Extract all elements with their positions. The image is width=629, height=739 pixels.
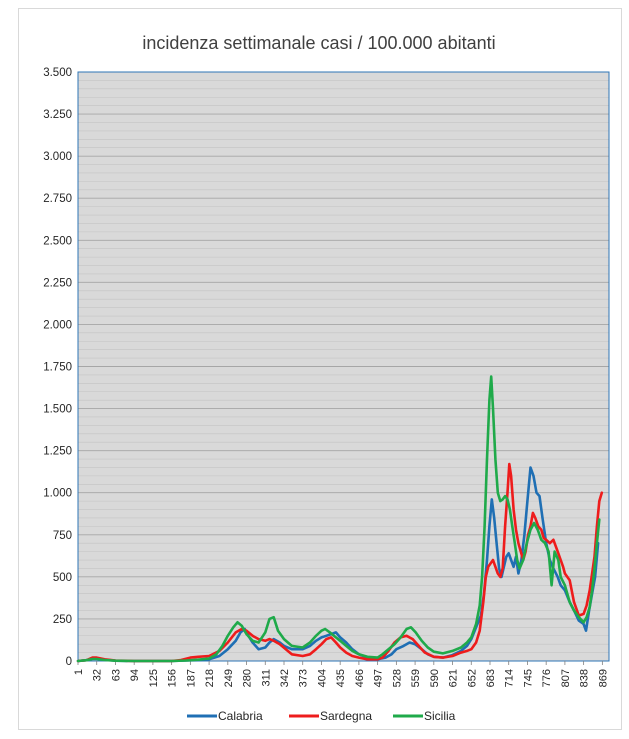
series-line-sicilia — [76, 375, 601, 663]
x-tick-label: 249 — [223, 669, 235, 687]
x-tick-label: 156 — [167, 669, 179, 687]
x-tick-label: 714 — [504, 669, 516, 687]
x-tick-label: 652 — [466, 669, 478, 687]
x-tick-label: 280 — [242, 669, 254, 687]
plot-border — [77, 71, 610, 662]
x-tick-label: 342 — [279, 669, 291, 687]
x-tick-label: 1 — [73, 669, 85, 675]
x-tick-label: 404 — [316, 669, 328, 687]
y-tick-label: 1.750 — [43, 362, 72, 374]
y-tick-label: 3.500 — [43, 67, 72, 79]
y-tick-label: 1.250 — [43, 446, 72, 458]
x-tick-label: 807 — [560, 669, 572, 687]
x-tick-label: 311 — [260, 669, 272, 687]
x-tick-label: 528 — [391, 669, 403, 687]
y-tick-label: 3.250 — [43, 109, 72, 121]
x-tick-label: 435 — [335, 669, 347, 687]
y-tick-label: 2.500 — [43, 235, 72, 247]
y-tick-label: 0 — [66, 656, 72, 668]
x-tick-label: 125 — [148, 669, 160, 687]
x-tick-label: 559 — [410, 669, 422, 687]
x-tick-label: 621 — [448, 669, 460, 687]
y-tick-label: 1.500 — [43, 404, 72, 416]
x-tick-label: 373 — [298, 669, 310, 687]
x-tick-label: 94 — [129, 669, 141, 681]
x-tick-label: 63 — [110, 669, 122, 681]
y-tick-label: 2.250 — [43, 277, 72, 289]
x-tick-label: 466 — [354, 669, 366, 687]
x-tick-label: 838 — [579, 669, 591, 687]
y-tick-label: 500 — [53, 572, 72, 584]
line-chart: incidenza settimanale casi / 100.000 abi… — [43, 33, 610, 723]
chart-title: incidenza settimanale casi / 100.000 abi… — [142, 33, 495, 53]
legend-label-sardegna: Sardegna — [320, 709, 372, 723]
y-tick-label: 250 — [53, 614, 72, 626]
x-tick-label: 683 — [485, 669, 497, 687]
x-tick-label: 869 — [597, 669, 609, 687]
x-tick-label: 590 — [429, 669, 441, 687]
legend: Calabria Sardegna Sicilia — [187, 709, 456, 723]
x-tick-label: 218 — [204, 669, 216, 687]
x-tick-label: 32 — [92, 669, 104, 681]
y-tick-label: 3.000 — [43, 151, 72, 163]
y-tick-label: 2.000 — [43, 319, 72, 331]
x-tick-label: 745 — [522, 669, 534, 687]
legend-label-calabria: Calabria — [218, 709, 263, 723]
x-tick-label: 187 — [185, 669, 197, 687]
y-tick-label: 750 — [53, 530, 72, 542]
plot-area: 0 250 500 750 1.000 1.250 1.500 1.750 2.000 2.250… — [43, 67, 610, 687]
y-tick-label: 1.000 — [43, 488, 72, 500]
x-tick-label: 776 — [541, 669, 553, 687]
chart-area: incidenza settimanale casi / 100.000 abi… — [18, 8, 622, 730]
y-tick-label: 2.750 — [43, 193, 72, 205]
legend-label-sicilia: Sicilia — [424, 709, 456, 723]
x-tick-label: 497 — [373, 669, 385, 687]
